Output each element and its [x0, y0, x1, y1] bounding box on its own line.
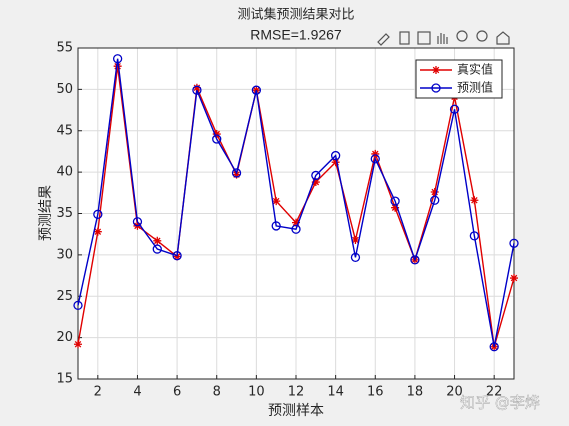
marker: [430, 187, 439, 196]
marker: [93, 227, 102, 236]
marker: [212, 134, 222, 144]
x-tick-label: 14: [327, 385, 344, 400]
marker: [410, 255, 420, 265]
x-tick-label: 2: [94, 385, 102, 400]
toolbar-icon[interactable]: [437, 33, 448, 44]
marker: [291, 224, 301, 234]
marker: [74, 340, 82, 349]
toolbar-icon[interactable]: [377, 33, 390, 46]
marker: [390, 196, 400, 206]
x-tick-label: 16: [367, 385, 384, 400]
x-tick-label: 20: [446, 385, 463, 400]
marker: [449, 104, 460, 114]
marker: [330, 150, 341, 161]
y-tick-label: 55: [56, 41, 73, 56]
marker: [469, 231, 480, 241]
y-tick-label: 35: [56, 206, 73, 221]
toolbar-icon[interactable]: [456, 30, 468, 42]
marker: [351, 235, 360, 244]
marker: [132, 217, 143, 227]
marker: [391, 203, 400, 212]
marker: [430, 195, 440, 205]
marker: [432, 66, 440, 74]
marker: [173, 252, 182, 261]
x-tick-label: 6: [173, 385, 181, 400]
marker: [431, 83, 441, 93]
marker: [272, 197, 281, 206]
y-tick-label: 15: [56, 372, 73, 387]
marker: [292, 218, 300, 227]
marker: [231, 168, 242, 178]
x-tick-label: 4: [133, 385, 141, 400]
y-tick-label: 20: [56, 330, 73, 345]
x-tick-label: 10: [248, 385, 265, 400]
marker: [93, 209, 103, 219]
marker: [172, 251, 182, 261]
marker: [251, 85, 262, 95]
marker: [212, 130, 221, 139]
marker: [192, 85, 202, 95]
y-tick-label: 30: [56, 247, 73, 262]
axes-box: [77, 47, 515, 380]
toolbar-icon[interactable]: [496, 31, 510, 45]
y-tick-label: 50: [56, 82, 73, 97]
y-tick-label: 40: [56, 165, 73, 180]
y-tick-label: 25: [56, 289, 73, 304]
marker: [152, 244, 162, 254]
toolbar-icon[interactable]: [399, 31, 410, 45]
watermark: 知乎 @李烨: [460, 394, 540, 412]
marker: [370, 154, 380, 164]
marker: [271, 221, 281, 231]
marker: [192, 83, 201, 92]
marker: [470, 196, 479, 205]
x-tick-label: 22: [486, 385, 503, 400]
marker: [331, 158, 340, 167]
marker: [509, 238, 519, 248]
chart-title: 测试集预测结果对比: [237, 7, 354, 23]
x-tick-label: 18: [407, 385, 424, 400]
marker: [311, 178, 320, 187]
marker: [153, 236, 162, 245]
marker: [489, 342, 499, 352]
y-axis-label: 预测结果: [38, 185, 54, 241]
toolbar-icon[interactable]: [417, 31, 431, 45]
y-tick-label: 45: [56, 123, 73, 138]
legend-label: 真实值: [457, 62, 493, 77]
toolbar: [377, 30, 510, 46]
legend-box: [415, 59, 503, 99]
marker: [371, 149, 380, 158]
x-tick-label: 8: [213, 385, 221, 400]
marker: [350, 252, 361, 263]
toolbar-icon[interactable]: [476, 30, 488, 42]
marker: [113, 62, 122, 71]
series-line: [77, 58, 515, 347]
x-axis-label: 预测样本: [268, 403, 324, 419]
legend-label: 预测值: [457, 80, 493, 95]
marker: [510, 274, 518, 283]
x-tick-label: 12: [288, 385, 305, 400]
marker: [73, 300, 83, 311]
marker: [112, 54, 123, 64]
marker: [311, 170, 321, 181]
marker: [232, 170, 241, 179]
chart-subtitle: RMSE=1.9267: [250, 27, 342, 43]
